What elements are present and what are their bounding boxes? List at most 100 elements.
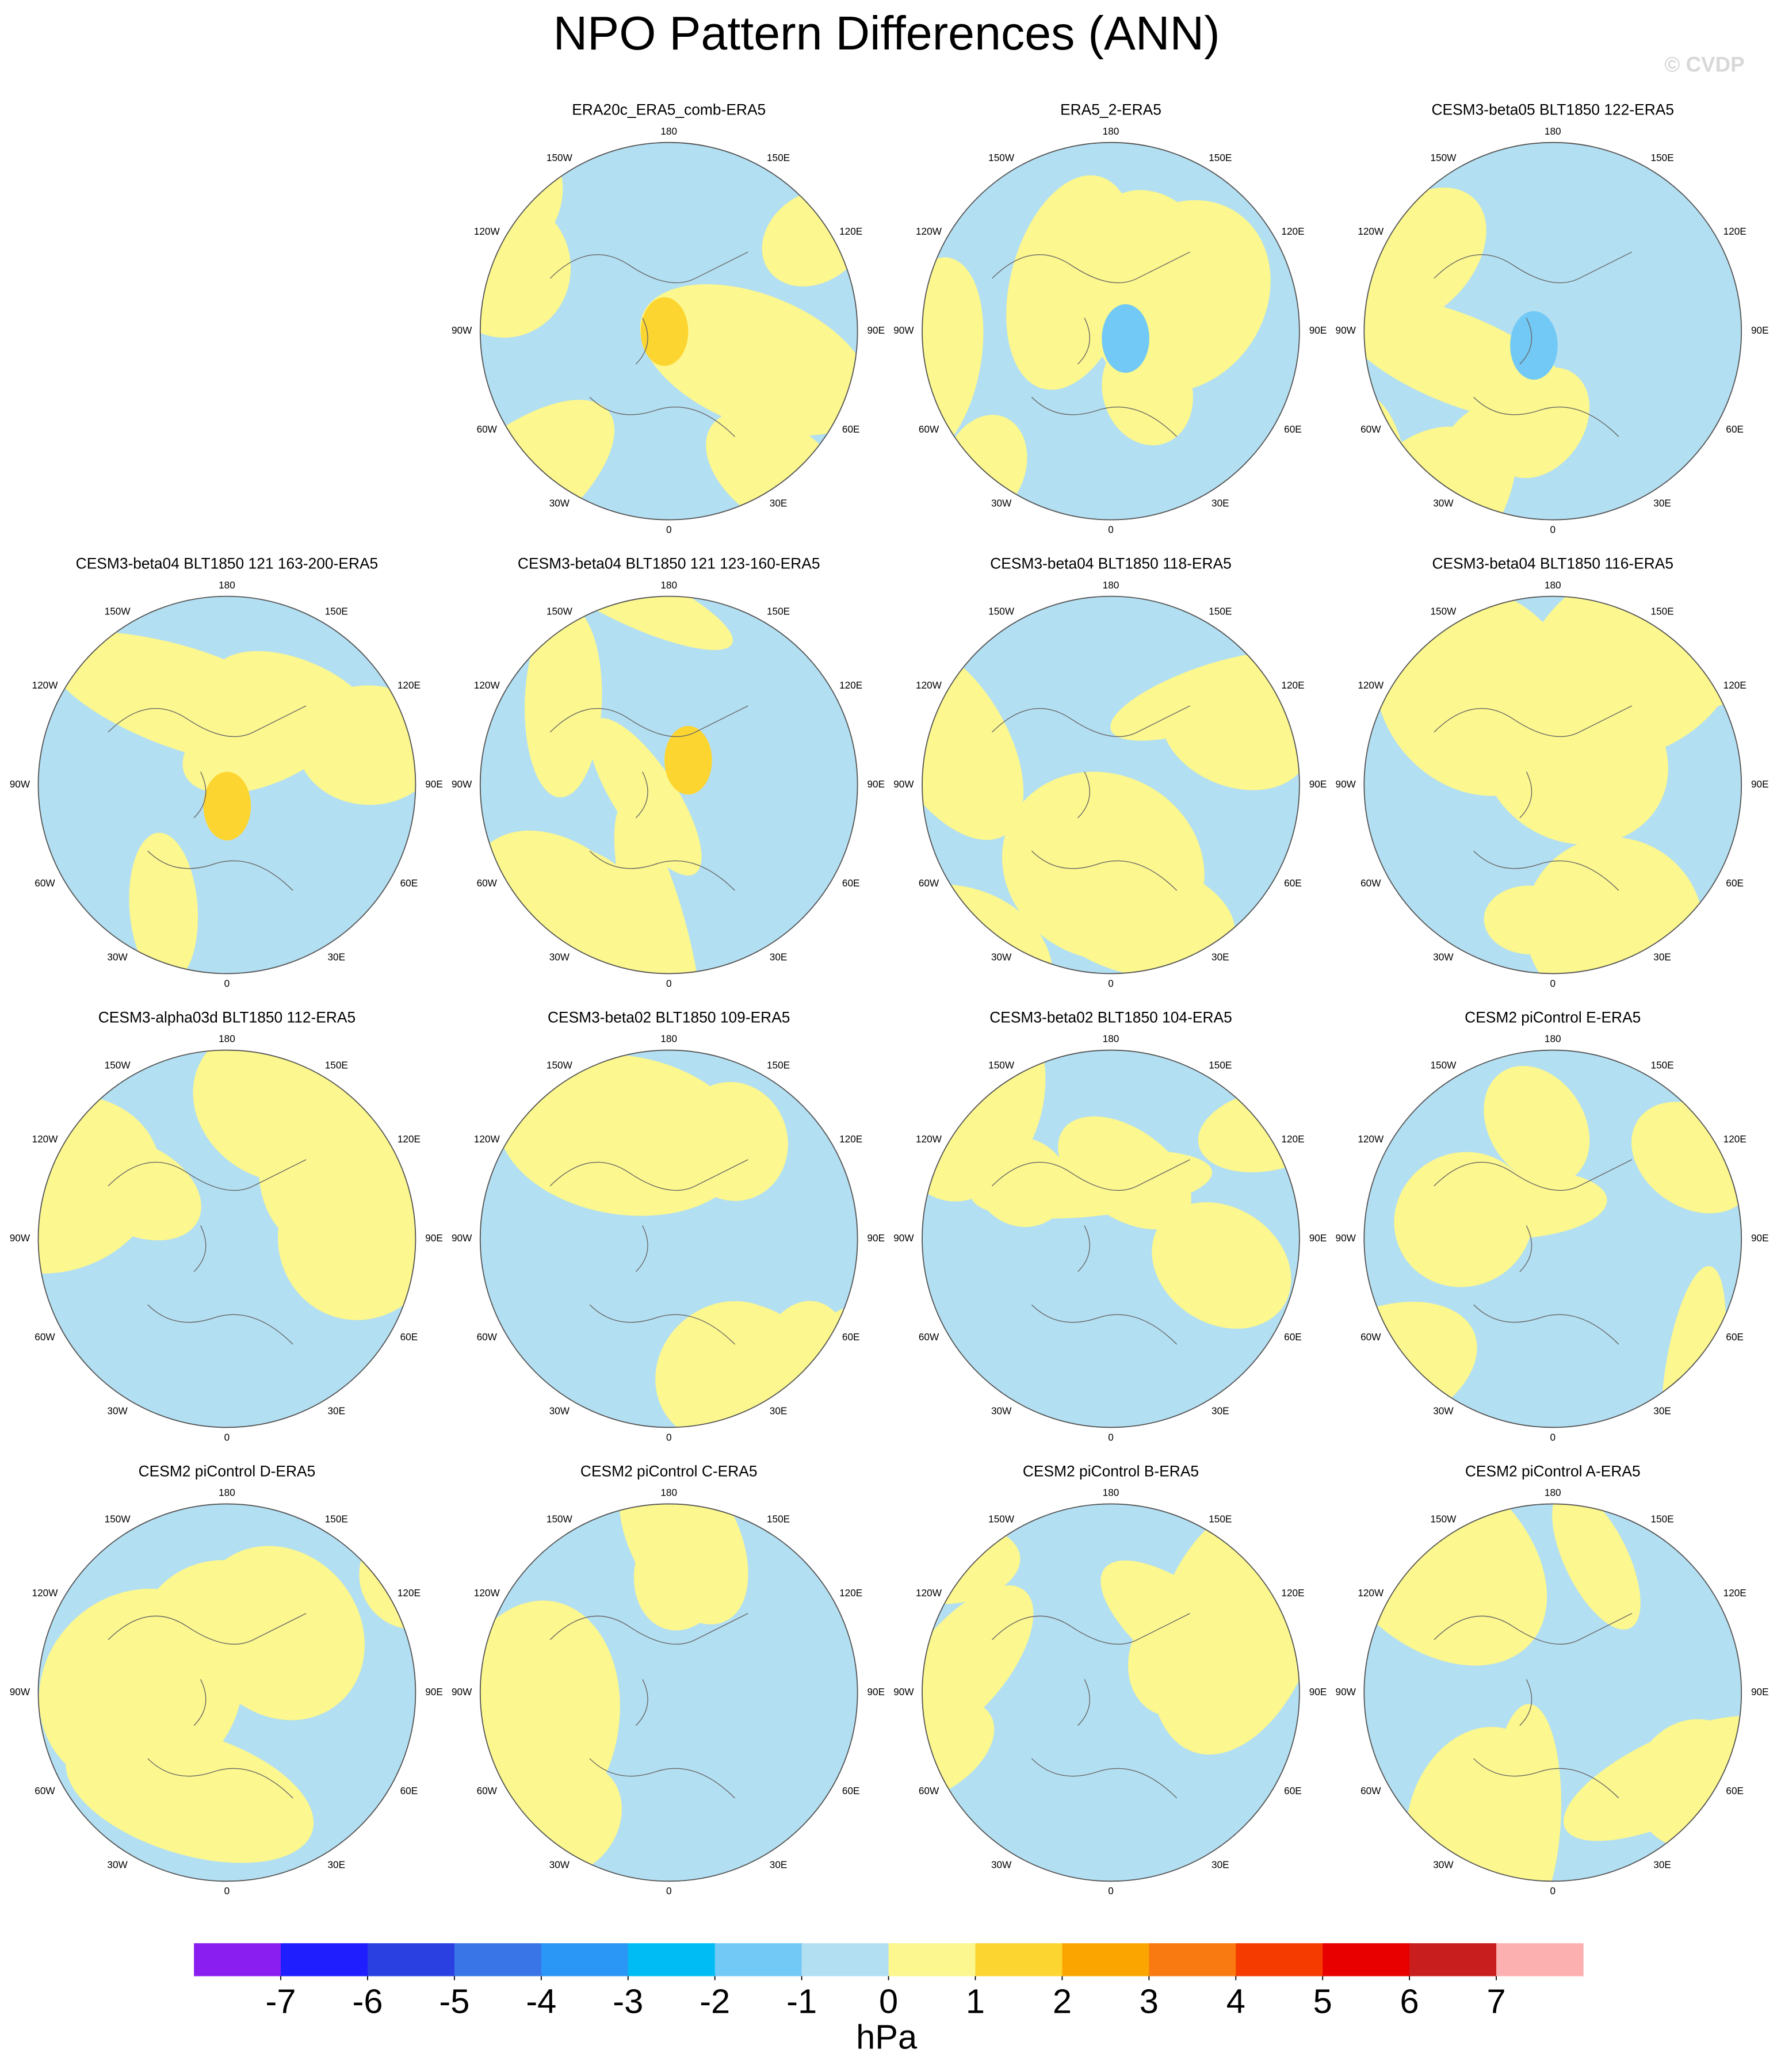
map-border: [37, 1503, 416, 1882]
longitude-label: 60W: [1360, 1785, 1381, 1796]
strong-region: [1102, 304, 1149, 373]
positive-region: [633, 1507, 732, 1631]
longitude-label: 60E: [1726, 423, 1744, 435]
panel-title: ERA20c_ERA5_comb-ERA5: [572, 101, 766, 118]
colorbar-box: [975, 1943, 1063, 1977]
map-border: [1363, 595, 1742, 974]
colorbar-box: [1236, 1943, 1323, 1977]
coastline: [1434, 1159, 1633, 1345]
longitude-label: 60E: [1726, 877, 1744, 889]
longitude-label: 120E: [1281, 225, 1304, 237]
longitude-label: 150E: [325, 606, 348, 617]
colorbar-box: [194, 1943, 281, 1977]
longitude-label: 30W: [107, 951, 128, 963]
coastline: [108, 1613, 307, 1799]
longitude-label: 0: [1550, 1885, 1555, 1897]
longitude-label: 0: [666, 1431, 672, 1443]
longitude-label: 60W: [919, 877, 939, 889]
map-panel: [1364, 1050, 1742, 1428]
positive-region: [1110, 652, 1300, 741]
longitude-label: 120E: [1723, 225, 1746, 237]
longitude-label: 0: [224, 1431, 230, 1443]
longitude-label: 120E: [1723, 1133, 1746, 1145]
longitude-label: 90W: [1336, 778, 1356, 790]
colorbar-tick-label: 6: [1400, 1982, 1419, 2020]
map-border: [1363, 142, 1742, 521]
longitude-label: 150W: [988, 152, 1015, 163]
longitude-label: 0: [1108, 524, 1114, 536]
longitude-label: 90E: [867, 1232, 885, 1244]
panel-title: CESM3-beta04 BLT1850 118-ERA5: [990, 555, 1232, 572]
coastline: [549, 1613, 748, 1799]
longitude-label: 150E: [1209, 1060, 1232, 1071]
map-border: [1363, 1503, 1742, 1882]
longitude-label: 30E: [328, 1859, 346, 1870]
strong-region: [1510, 311, 1558, 380]
longitude-label: 150E: [1651, 152, 1674, 163]
map-border: [479, 142, 858, 521]
longitude-label: 0: [666, 524, 672, 536]
map-border: [922, 142, 1300, 521]
longitude-label: 30W: [1433, 951, 1454, 963]
longitude-label: 90W: [893, 1232, 914, 1244]
coastline: [108, 1159, 307, 1345]
longitude-label: 90W: [893, 324, 914, 336]
longitude-label: 90W: [1336, 1232, 1356, 1244]
panel-title: ERA5_2-ERA5: [1060, 101, 1161, 118]
longitude-label: 30W: [107, 1405, 128, 1416]
longitude-label: 150E: [767, 606, 790, 617]
positive-region: [922, 257, 984, 460]
longitude-label: 30W: [991, 1859, 1012, 1870]
longitude-label: 120E: [1723, 679, 1746, 691]
panel-title: CESM3-beta02 BLT1850 109-ERA5: [548, 1008, 790, 1026]
longitude-label: 150W: [988, 1060, 1015, 1071]
longitude-label: 90W: [893, 1686, 914, 1698]
colorbar-box: [367, 1943, 455, 1977]
longitude-label: 150E: [1651, 606, 1674, 617]
longitude-label: 120W: [1358, 1587, 1384, 1599]
map-panel: [480, 142, 858, 520]
map-panel: [1364, 596, 1742, 974]
longitude-label: 60E: [1726, 1331, 1744, 1343]
longitude-label: 90E: [1751, 778, 1769, 790]
longitude-label: 180: [1545, 1487, 1561, 1498]
colorbar-box: [281, 1943, 368, 1977]
positive-region: [70, 1137, 201, 1241]
positive-region: [195, 1546, 365, 1721]
longitude-label: 150E: [767, 1513, 790, 1525]
longitude-label: 180: [660, 125, 677, 137]
longitude-label: 30E: [1211, 1405, 1229, 1416]
longitude-label: 120E: [839, 225, 862, 237]
longitude-label: 60E: [1726, 1785, 1744, 1796]
colorbar-box: [541, 1943, 629, 1977]
longitude-label: 60W: [919, 423, 939, 435]
longitude-label: 90W: [452, 778, 472, 790]
longitude-label: 120W: [32, 679, 59, 691]
map-panel: [38, 596, 416, 974]
longitude-label: 60W: [477, 1785, 498, 1796]
longitude-label: 120E: [1281, 679, 1304, 691]
longitude-label: 30W: [1433, 1859, 1454, 1870]
longitude-label: 90W: [10, 778, 30, 790]
longitude-label: 90W: [1336, 324, 1356, 336]
watermark: © CVDP: [1664, 52, 1744, 76]
longitude-label: 30W: [1433, 1405, 1454, 1416]
colorbar-tick-label: 1: [966, 1982, 985, 2020]
longitude-label: 0: [224, 1885, 230, 1897]
longitude-label: 150E: [325, 1513, 348, 1525]
positive-region: [1552, 1504, 1641, 1630]
colorbar-tick-label: 3: [1140, 1982, 1159, 2020]
map-border: [479, 1049, 858, 1428]
longitude-label: 120W: [916, 1587, 942, 1599]
longitude-label: 30E: [1653, 1859, 1671, 1870]
longitude-label: 90W: [893, 778, 914, 790]
longitude-label: 60W: [35, 1785, 55, 1796]
positive-region: [1394, 1152, 1533, 1287]
longitude-label: 30E: [1211, 951, 1229, 963]
longitude-label: 150W: [988, 606, 1015, 617]
longitude-label: 30W: [991, 1405, 1012, 1416]
panel-title: CESM3-alpha03d BLT1850 112-ERA5: [98, 1008, 356, 1026]
positive-region: [614, 804, 702, 974]
longitude-label: 30W: [991, 951, 1012, 963]
